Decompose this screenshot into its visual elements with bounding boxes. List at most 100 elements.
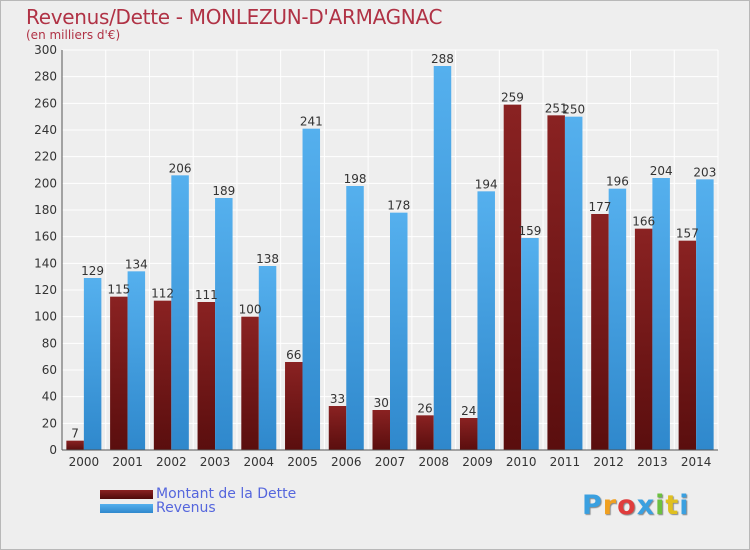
x-tick-label: 2004 [244,455,275,469]
bar-dette [634,228,653,450]
bar-revenus [608,188,627,450]
bar-dette [372,410,390,450]
data-label-revenus: 288 [431,52,454,66]
y-tick-label: 140 [34,256,57,270]
bar-dette [153,300,172,450]
bar-revenus [127,271,146,450]
data-label-dette: 100 [239,303,262,317]
y-tick-label: 260 [34,96,57,110]
chart-title: Revenus/Dette - MONLEZUN-D'ARMAGNAC [26,5,443,29]
logo-letter: t [665,490,680,521]
data-label-revenus: 129 [81,264,104,278]
logo-letter: i [679,490,690,521]
x-tick-label: 2008 [418,455,449,469]
data-label-revenus: 189 [212,184,235,198]
bar-revenus [171,175,189,451]
data-label-dette: 251 [545,101,568,115]
legend-swatch-dette [100,489,153,499]
legend-item-revenus: Revenus [100,500,216,516]
bar-revenus [696,179,714,451]
bar-dette [416,415,434,450]
x-tick-label: 2014 [681,455,712,469]
x-tick-label: 2009 [462,455,493,469]
data-label-dette: 30 [374,396,389,410]
bar-dette [241,316,259,450]
legend-item-dette: Montant de la Dette [100,486,296,502]
x-tick-label: 2001 [112,455,143,469]
bar-dette [459,418,478,450]
data-label-dette: 115 [107,283,130,297]
bar-dette [547,115,565,450]
y-tick-label: 240 [34,123,57,137]
bar-dette [503,104,522,451]
bar-revenus [258,266,277,450]
data-label-dette: 166 [632,215,655,229]
bar-revenus [390,212,408,450]
data-label-dette: 66 [286,348,301,362]
data-label-dette: 177 [588,200,611,214]
bar-revenus [215,198,233,450]
logo-letter: x [636,490,656,521]
x-tick-label: 2006 [331,455,362,469]
data-label-dette: 24 [461,404,476,418]
bar-revenus [302,128,321,450]
data-label-revenus: 194 [475,177,498,191]
y-tick-label: 120 [34,283,57,297]
bar-dette [66,440,84,450]
data-label-revenus: 134 [125,257,148,271]
y-tick-label: 200 [34,176,57,190]
data-label-dette: 157 [676,227,699,241]
x-tick-label: 2007 [375,455,406,469]
data-label-dette: 7 [71,427,79,441]
bar-dette [328,406,347,450]
logo-letter: o [617,490,637,521]
data-label-revenus: 138 [256,252,279,266]
x-tick-label: 2003 [200,455,231,469]
logo-letter: P [582,490,603,521]
data-label-revenus: 204 [650,164,673,178]
data-label-dette: 26 [417,401,432,415]
logo-letter: i [655,490,666,521]
x-tick-label: 2012 [593,455,624,469]
data-label-dette: 33 [330,392,345,406]
x-tick-label: 2005 [287,455,318,469]
bar-revenus [477,191,495,451]
y-tick-label: 40 [42,390,57,404]
x-tick-label: 2011 [550,455,581,469]
bar-dette [110,296,128,450]
y-tick-label: 80 [42,336,57,350]
data-label-revenus: 198 [344,172,367,186]
data-label-revenus: 178 [387,199,410,213]
data-label-dette: 111 [195,288,218,302]
y-tick-label: 60 [42,363,57,377]
x-tick-label: 2002 [156,455,187,469]
x-tick-label: 2000 [69,455,100,469]
bar-revenus [652,178,670,450]
bar-revenus [346,186,364,450]
bar-dette [197,302,216,450]
bar-revenus [564,116,583,451]
bar-dette [591,214,609,450]
y-tick-label: 100 [34,310,57,324]
y-tick-label: 280 [34,70,57,84]
data-label-revenus: 159 [518,224,541,238]
logo-letter: r [602,490,618,521]
chart-subtitle: (en milliers d'€) [26,28,121,42]
y-tick-label: 20 [42,416,57,430]
legend-label-dette: Montant de la Dette [156,486,297,502]
legend-label-revenus: Revenus [156,500,216,516]
y-tick-label: 180 [34,203,57,217]
bar-revenus [521,238,539,450]
data-label-dette: 112 [151,287,174,301]
legend-swatch-revenus [100,503,153,513]
proxiti-logo: Proxiti [582,490,690,521]
bar-dette [285,362,303,450]
bar-revenus [83,278,102,450]
data-label-revenus: 206 [169,161,192,175]
y-tick-label: 220 [34,150,57,164]
data-label-revenus: 203 [693,165,716,179]
data-label-revenus: 250 [562,103,585,117]
data-label-revenus: 241 [300,115,323,129]
data-label-dette: 259 [501,91,524,105]
